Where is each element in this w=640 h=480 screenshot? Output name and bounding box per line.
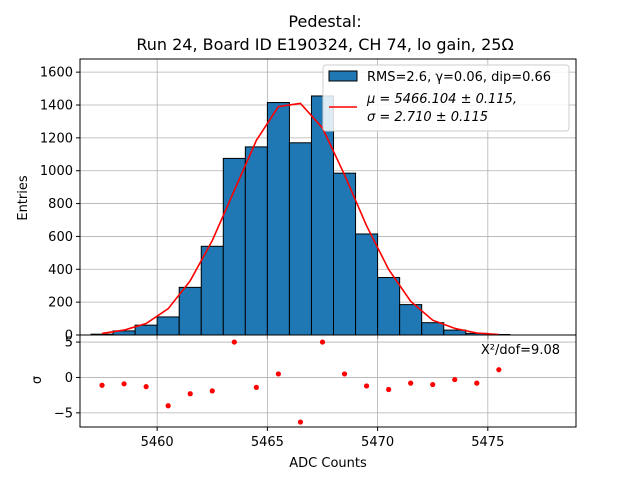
residual-point bbox=[430, 381, 436, 388]
chi2-annotation: X²/dof=9.08 bbox=[481, 343, 560, 358]
chart-title-line2: Run 24, Board ID E190324, CH 74, lo gain… bbox=[136, 35, 513, 54]
residual-point bbox=[99, 382, 105, 388]
bottom-xtick-label: 5460 bbox=[141, 435, 174, 450]
fit-curve bbox=[101, 102, 499, 336]
histogram-bar bbox=[222, 157, 246, 336]
residual-point bbox=[231, 339, 237, 345]
residual-point bbox=[341, 371, 348, 377]
histogram-bar bbox=[310, 95, 335, 336]
histogram-bar bbox=[421, 322, 445, 336]
top-ylabel: Entries bbox=[16, 175, 31, 221]
bottom-xlabel: ADC Counts bbox=[289, 456, 367, 471]
residual-point bbox=[165, 403, 171, 409]
histogram-bar bbox=[266, 102, 290, 336]
bottom-ytick-label: 5 bbox=[65, 336, 73, 351]
residual-point bbox=[496, 367, 502, 373]
residual-point bbox=[452, 376, 458, 383]
residual-point bbox=[386, 386, 392, 393]
bottom-ytick-label: −5 bbox=[54, 406, 73, 421]
top-ytick-label: 400 bbox=[48, 263, 73, 278]
residual-point bbox=[275, 371, 281, 377]
top-ytick-label: 0 bbox=[65, 329, 73, 344]
legend-fit-label-line2: σ = 2.710 ± 0.115 bbox=[367, 110, 488, 125]
histogram-bar bbox=[355, 233, 379, 336]
bottom-xtick-label: 5465 bbox=[251, 435, 284, 450]
legend-hist-swatch bbox=[328, 70, 358, 82]
bottom-xtick-label: 5475 bbox=[471, 435, 504, 450]
residual-point bbox=[297, 419, 304, 425]
top-ytick-label: 600 bbox=[48, 230, 73, 245]
bottom-grid bbox=[80, 335, 576, 427]
residual-point bbox=[474, 380, 480, 386]
residual-point bbox=[408, 380, 414, 386]
bottom-axes-frame bbox=[79, 334, 577, 428]
histogram-bar bbox=[156, 316, 180, 336]
chart-title-line1: Pedestal: bbox=[288, 12, 361, 31]
histogram-bar bbox=[333, 172, 357, 336]
top-ytick-label: 200 bbox=[48, 296, 73, 311]
legend-hist-label: RMS=2.6, γ=0.06, dip=0.66 bbox=[367, 70, 551, 85]
bottom-xtick-label: 5470 bbox=[361, 435, 394, 450]
top-ytick-label: 1000 bbox=[40, 164, 73, 179]
top-ytick-label: 800 bbox=[48, 197, 73, 212]
bottom-ylabel: σ bbox=[30, 376, 45, 384]
residual-point bbox=[187, 391, 193, 397]
legend-box bbox=[322, 64, 570, 132]
residual-point bbox=[121, 381, 127, 387]
histogram-bar bbox=[244, 146, 268, 336]
fit-curve-line bbox=[101, 102, 499, 336]
residual-point bbox=[319, 339, 326, 345]
residual-point bbox=[363, 383, 370, 389]
bottom-axes: −5 0 5 5460 5465 5470 5475 bbox=[54, 334, 577, 450]
top-ytick-label: 1200 bbox=[40, 131, 73, 146]
residual-point bbox=[209, 388, 215, 394]
legend: RMS=2.6, γ=0.06, dip=0.66 μ = 5466.104 ±… bbox=[322, 64, 570, 132]
residual-point bbox=[253, 384, 259, 390]
histogram-bar bbox=[288, 142, 312, 336]
bottom-ytick-label: 0 bbox=[65, 371, 73, 386]
top-ytick-label: 1400 bbox=[40, 99, 73, 114]
legend-fit-label-line1: μ = 5466.104 ± 0.115, bbox=[366, 92, 517, 107]
histogram-bar bbox=[377, 277, 401, 336]
residual-points bbox=[99, 339, 502, 425]
histogram-bar bbox=[178, 286, 202, 336]
histogram-bar bbox=[200, 245, 224, 336]
residual-point bbox=[143, 384, 149, 390]
histogram-bar bbox=[399, 304, 423, 336]
top-axes: 0 200 400 600 800 1000 1200 1400 1600 bbox=[40, 58, 577, 344]
top-ytick-label: 1600 bbox=[40, 66, 73, 81]
